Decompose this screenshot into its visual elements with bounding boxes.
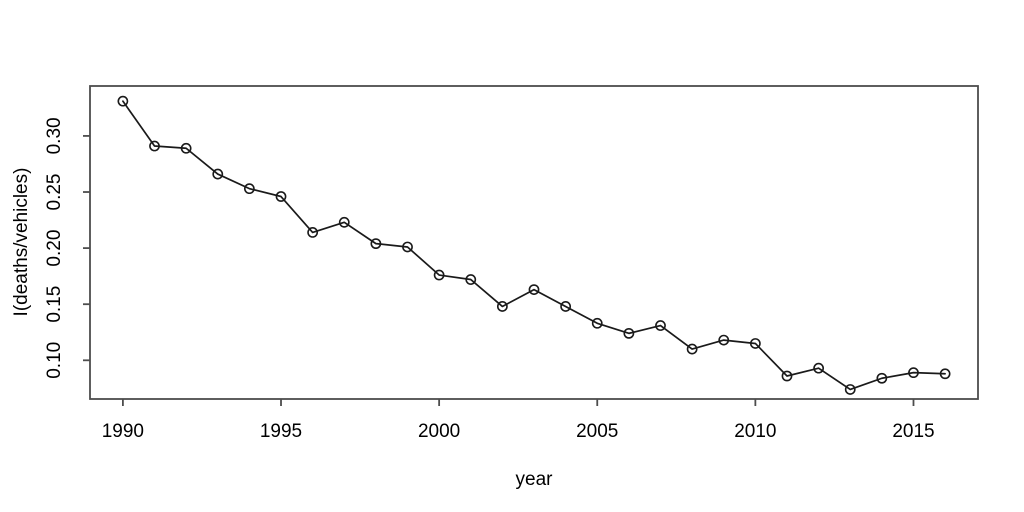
data-point: [149, 140, 160, 152]
data-point: [591, 317, 603, 329]
y-tick-label: 0.25: [44, 174, 65, 211]
x-tick-label: 1990: [102, 421, 144, 442]
y-tick-label: 0.20: [44, 230, 65, 267]
data-point: [813, 362, 825, 374]
data-point: [370, 238, 382, 250]
data-point: [908, 367, 919, 379]
y-tick-label: 0.30: [44, 117, 65, 154]
data-point: [939, 368, 951, 380]
data-point: [655, 320, 666, 331]
x-tick-label: 2010: [734, 421, 776, 442]
y-tick-label: 0.15: [44, 286, 65, 323]
data-point: [876, 372, 888, 384]
data-point: [718, 334, 730, 346]
data-point: [180, 142, 192, 154]
x-tick-label: 2015: [892, 421, 934, 442]
data-point: [465, 274, 477, 285]
y-tick-label: 0.10: [44, 342, 65, 379]
data-series: [117, 95, 951, 395]
x-tick-label: 2000: [418, 421, 460, 442]
data-point: [560, 301, 572, 312]
data-point: [623, 327, 635, 339]
data-point: [496, 301, 508, 312]
data-point: [402, 241, 413, 253]
data-point: [528, 284, 540, 296]
data-point: [307, 227, 319, 238]
data-point: [781, 370, 793, 382]
y-axis-title: I(deaths/vehicles): [11, 168, 32, 317]
series-line: [122, 100, 946, 391]
data-point: [433, 269, 445, 281]
data-point: [117, 95, 129, 107]
x-tick-label: 1995: [260, 421, 302, 442]
data-point: [338, 216, 350, 228]
plot-border: [89, 85, 979, 400]
data-point: [243, 183, 255, 195]
x-axis-ticks: 1990 1995 2000 2005 2010 2015: [102, 399, 935, 442]
y-axis-ticks: 0.10 0.15 0.20 0.25 0.30: [44, 117, 90, 379]
data-point: [686, 343, 698, 355]
data-point: [749, 338, 761, 349]
data-point: [275, 191, 287, 202]
x-axis-title: year: [516, 469, 554, 490]
data-point: [844, 384, 856, 395]
x-tick-label: 2005: [576, 421, 618, 442]
data-point: [212, 168, 224, 180]
